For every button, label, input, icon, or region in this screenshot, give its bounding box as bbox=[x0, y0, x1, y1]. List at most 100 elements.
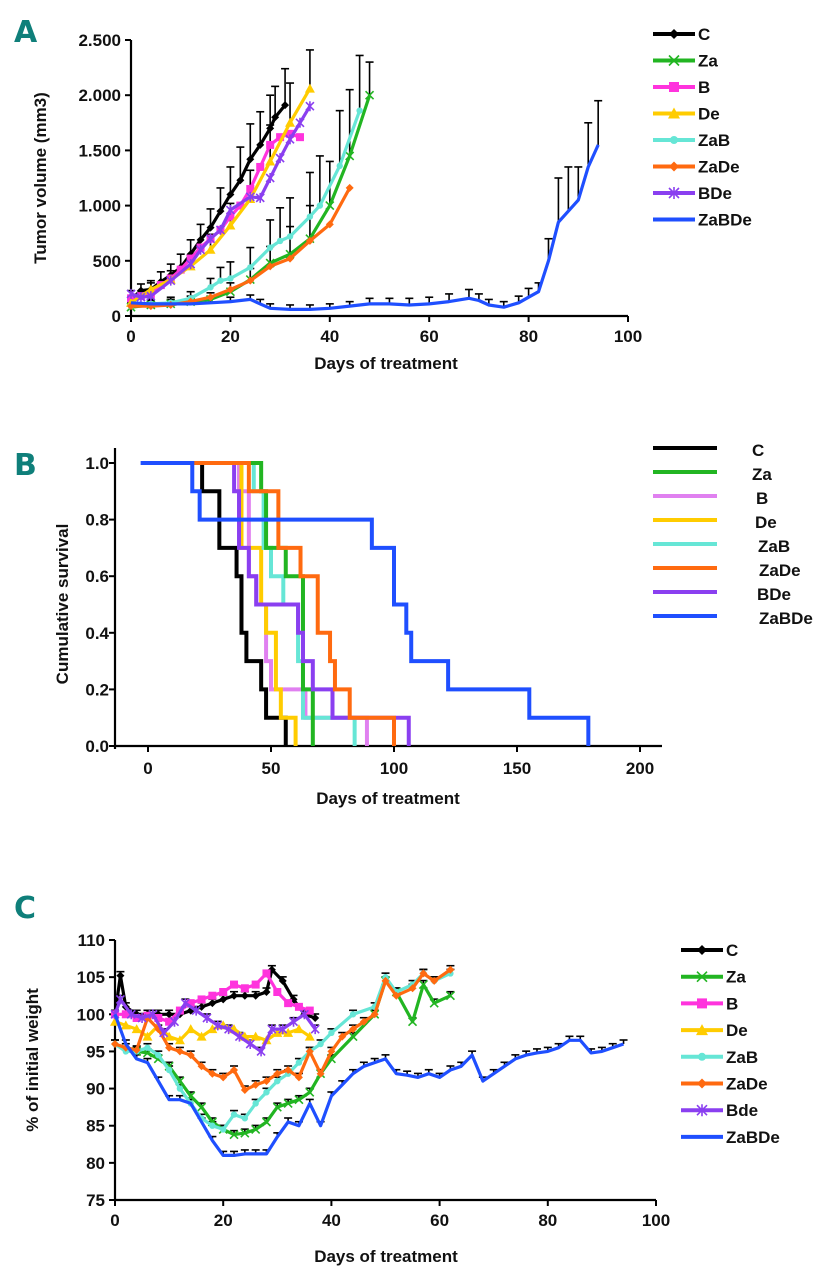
zade-marker bbox=[230, 1066, 239, 1074]
bde-marker bbox=[136, 292, 146, 303]
legend-item-bde: Bde bbox=[681, 1101, 758, 1120]
x-tick-label: 20 bbox=[221, 327, 240, 346]
za-marker bbox=[305, 1087, 315, 1097]
zade-marker bbox=[262, 1077, 271, 1086]
panel-a-tick-labels: 0 20 40 60 80 100 0 500 1.000 1.500 2.000 2.500 bbox=[78, 31, 642, 346]
panel-b-axes bbox=[109, 448, 662, 752]
zab-marker bbox=[165, 1066, 173, 1074]
y-tick-label: 1.0 bbox=[85, 454, 109, 473]
x-tick-label: 150 bbox=[503, 759, 531, 778]
b-marker bbox=[295, 133, 304, 142]
c-marker bbox=[281, 101, 290, 110]
series-line-bde bbox=[113, 997, 317, 1054]
bde-marker bbox=[245, 191, 255, 202]
panel-c-xlabel: Days of treatment bbox=[314, 1247, 458, 1266]
zade-marker bbox=[208, 1069, 217, 1078]
c-marker bbox=[226, 190, 235, 199]
c-marker bbox=[208, 999, 217, 1008]
survival-curve-zabde bbox=[140, 461, 591, 746]
b-marker bbox=[165, 1017, 174, 1026]
x-tick-label: 40 bbox=[320, 327, 339, 346]
legend-label-zab: ZaB bbox=[698, 131, 730, 150]
panel-b-ylabel: Cumulative survival bbox=[53, 524, 72, 685]
bde-marker bbox=[255, 192, 265, 203]
de-marker bbox=[164, 1031, 175, 1041]
legend-item-bde: BDe bbox=[653, 585, 791, 604]
legend-label-b: B bbox=[698, 78, 710, 97]
y-tick-label: 500 bbox=[93, 252, 121, 271]
legend-item-zade: ZaDe bbox=[653, 158, 740, 177]
zab-marker bbox=[207, 284, 214, 291]
bde-marker bbox=[186, 259, 196, 270]
b-marker bbox=[276, 133, 285, 142]
zade-marker bbox=[284, 1066, 293, 1074]
x-tick-label: 40 bbox=[322, 1211, 341, 1230]
bde-marker bbox=[245, 1039, 255, 1049]
de-marker bbox=[185, 1024, 196, 1034]
legend-label-zab: ZaB bbox=[758, 537, 790, 556]
b-marker bbox=[197, 995, 206, 1004]
c-marker bbox=[230, 991, 239, 1000]
za-marker bbox=[229, 1130, 239, 1140]
x-tick-label: 50 bbox=[262, 759, 281, 778]
za-marker bbox=[418, 980, 428, 990]
legend-label-bde: Bde bbox=[726, 1101, 758, 1120]
x-tick-label: 100 bbox=[380, 759, 408, 778]
panel-c-series bbox=[110, 965, 625, 1158]
de-marker bbox=[283, 1027, 294, 1037]
za-marker bbox=[429, 998, 439, 1008]
x-tick-label: 80 bbox=[538, 1211, 557, 1230]
x-tick-label: 0 bbox=[110, 1211, 119, 1230]
za-marker bbox=[283, 1098, 293, 1108]
zade-marker bbox=[165, 1043, 174, 1052]
b-marker bbox=[226, 212, 235, 221]
bde-marker bbox=[310, 1024, 320, 1035]
c-marker bbox=[216, 207, 225, 216]
series-de bbox=[110, 1016, 315, 1045]
c-marker bbox=[240, 991, 249, 1000]
b-marker bbox=[251, 980, 260, 989]
zade-marker bbox=[273, 1069, 282, 1078]
y-tick-label: 0.6 bbox=[85, 567, 109, 586]
zab-marker bbox=[209, 1122, 216, 1129]
series-zade bbox=[111, 965, 455, 1095]
panel-c-tick-labels: 0 20 40 60 80 100 75 80 85 90 95 100 105 110 bbox=[77, 931, 671, 1230]
zade-marker bbox=[419, 969, 428, 978]
bde-marker bbox=[146, 291, 156, 302]
zab-marker bbox=[349, 1011, 357, 1018]
bde-marker bbox=[126, 288, 136, 299]
panel-c-weight-chart: 0 20 40 60 80 100 75 80 85 90 95 100 105 110 Days of … bbox=[23, 931, 780, 1266]
de-marker bbox=[225, 220, 236, 230]
c-marker bbox=[697, 945, 707, 955]
c-marker bbox=[271, 113, 280, 122]
legend-label-za: Za bbox=[726, 968, 746, 987]
legend-item-zade: ZaDe bbox=[653, 561, 801, 580]
legend-label-de: De bbox=[698, 105, 720, 124]
de-marker bbox=[304, 1031, 315, 1041]
y-tick-label: 80 bbox=[86, 1154, 105, 1173]
panel-letter-a: A bbox=[14, 15, 38, 50]
y-tick-label: 110 bbox=[78, 931, 105, 950]
zab-marker bbox=[176, 1085, 184, 1092]
bde-marker bbox=[234, 1031, 244, 1042]
series-zabde bbox=[130, 144, 600, 311]
zab-marker bbox=[247, 264, 254, 271]
b-marker bbox=[236, 201, 245, 210]
za-marker bbox=[445, 991, 455, 1001]
zade-marker bbox=[121, 1043, 130, 1052]
series-line-zabde bbox=[130, 144, 600, 311]
b-marker bbox=[186, 999, 195, 1008]
za-marker bbox=[364, 90, 375, 100]
de-marker bbox=[145, 284, 156, 294]
legend-item-de: De bbox=[653, 105, 720, 124]
legend-label-zade: ZaDe bbox=[698, 158, 740, 177]
bde-marker bbox=[126, 1009, 136, 1020]
za-marker bbox=[325, 201, 335, 211]
zade-marker bbox=[345, 183, 354, 192]
bde-marker bbox=[213, 1020, 223, 1031]
c-marker bbox=[219, 995, 228, 1004]
legend-label-zab: ZaB bbox=[726, 1048, 758, 1067]
survival-curve-c bbox=[143, 461, 288, 746]
de-marker bbox=[265, 156, 276, 166]
